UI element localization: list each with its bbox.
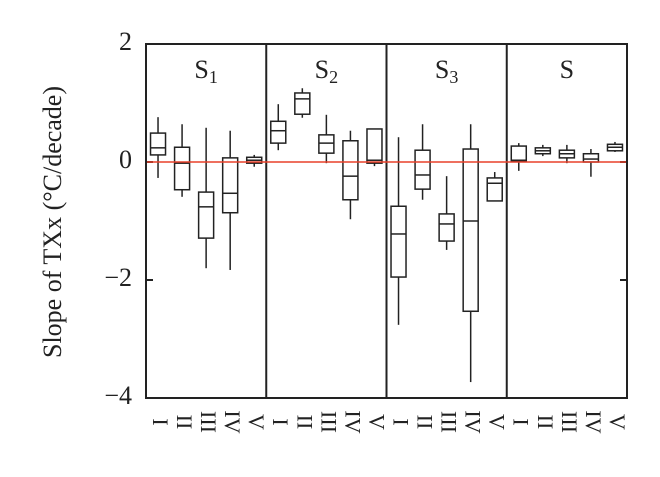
box: [486, 177, 503, 202]
x-tick-label: V: [605, 414, 630, 430]
box: [149, 132, 167, 156]
box: [510, 145, 528, 162]
x-tick-label: II: [413, 415, 438, 430]
y-tick-label: −2: [104, 263, 132, 292]
box: [294, 92, 311, 115]
panel-subscript: 3: [449, 67, 458, 87]
box: [582, 152, 600, 163]
x-tick-label: V: [485, 414, 510, 430]
x-tick-label: I: [148, 418, 173, 425]
box: [366, 128, 383, 164]
box: [318, 134, 335, 154]
x-tick-label: III: [196, 411, 221, 433]
panel-name: S: [435, 55, 449, 84]
plot-frame: [145, 43, 628, 399]
box: [414, 149, 431, 190]
x-tick-label: II: [292, 415, 317, 430]
panel-title: S: [560, 55, 574, 84]
x-tick-label: IV: [340, 410, 365, 433]
x-tick-label: III: [316, 411, 341, 433]
box: [221, 157, 239, 214]
x-tick-label: V: [244, 414, 269, 430]
y-tick-label: 0: [119, 145, 132, 174]
panel-name: S: [560, 55, 574, 84]
box: [438, 213, 455, 242]
y-axis-label: Slope of TXx (°C/decade): [38, 86, 67, 358]
x-tick-label: V: [364, 414, 389, 430]
box: [270, 120, 287, 144]
x-tick-label: III: [437, 411, 462, 433]
box: [462, 148, 479, 313]
x-tick-label: IV: [581, 410, 606, 433]
x-tick-label: IV: [220, 410, 245, 433]
x-tick-label: I: [268, 418, 293, 425]
box: [390, 205, 407, 278]
box: [173, 146, 191, 191]
y-tick-label: −4: [104, 381, 132, 410]
panel-title: S2: [315, 55, 338, 87]
x-tick-label: I: [509, 418, 534, 425]
box: [197, 191, 215, 239]
x-tick-label: II: [172, 415, 197, 430]
x-tick-label: I: [388, 418, 413, 425]
x-tick-label: II: [533, 415, 558, 430]
box: [342, 140, 359, 201]
panel-name: S: [315, 55, 329, 84]
x-tick-label: IV: [461, 410, 486, 433]
panel-title: S1: [194, 55, 217, 87]
y-tick-label: 2: [119, 27, 132, 56]
panel-subscript: 1: [209, 67, 218, 87]
panel-subscript: 2: [329, 67, 338, 87]
x-tick-label: III: [557, 411, 582, 433]
panel-title: S3: [435, 55, 458, 87]
panel-name: S: [194, 55, 208, 84]
